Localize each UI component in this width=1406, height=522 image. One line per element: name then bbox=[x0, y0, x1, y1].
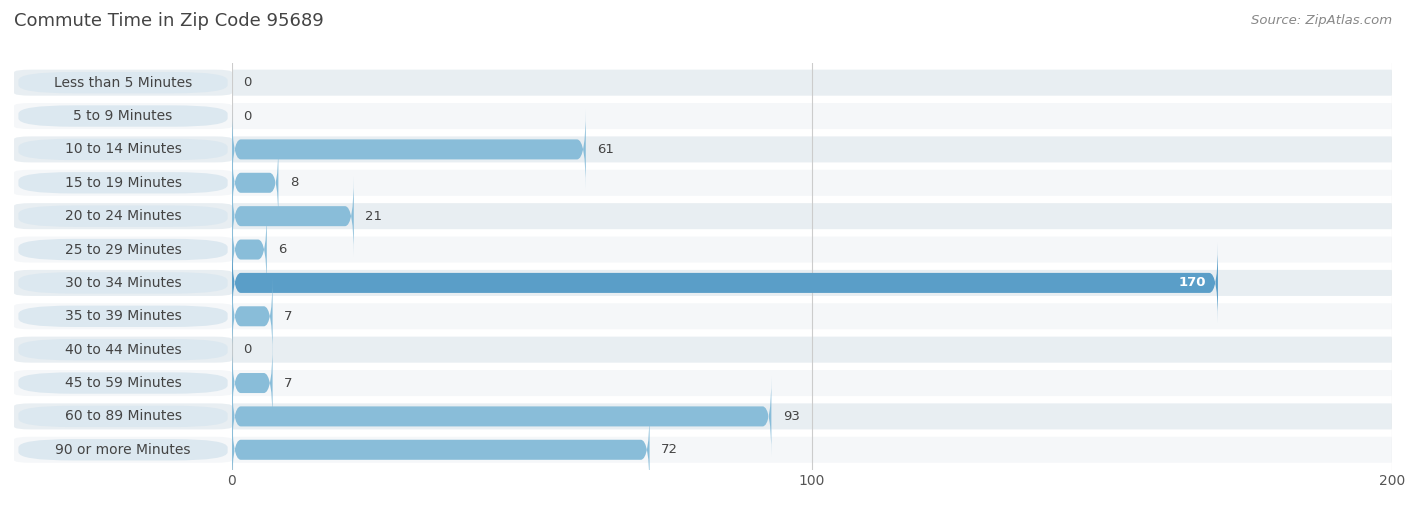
Text: 30 to 34 Minutes: 30 to 34 Minutes bbox=[65, 276, 181, 290]
Text: Source: ZipAtlas.com: Source: ZipAtlas.com bbox=[1251, 15, 1392, 27]
FancyBboxPatch shape bbox=[232, 276, 273, 357]
Text: 10 to 14 Minutes: 10 to 14 Minutes bbox=[65, 143, 181, 157]
Text: 6: 6 bbox=[278, 243, 287, 256]
FancyBboxPatch shape bbox=[14, 236, 232, 263]
Text: 90 or more Minutes: 90 or more Minutes bbox=[55, 443, 191, 457]
FancyBboxPatch shape bbox=[232, 136, 1392, 162]
FancyBboxPatch shape bbox=[18, 206, 228, 227]
FancyBboxPatch shape bbox=[14, 103, 232, 129]
FancyBboxPatch shape bbox=[18, 305, 228, 327]
Text: 7: 7 bbox=[284, 376, 292, 389]
Text: 45 to 59 Minutes: 45 to 59 Minutes bbox=[65, 376, 181, 390]
FancyBboxPatch shape bbox=[232, 110, 586, 189]
FancyBboxPatch shape bbox=[14, 203, 232, 229]
Text: 0: 0 bbox=[243, 76, 252, 89]
FancyBboxPatch shape bbox=[14, 404, 232, 430]
FancyBboxPatch shape bbox=[18, 372, 228, 394]
FancyBboxPatch shape bbox=[14, 303, 232, 329]
FancyBboxPatch shape bbox=[14, 270, 232, 296]
Text: Commute Time in Zip Code 95689: Commute Time in Zip Code 95689 bbox=[14, 12, 323, 30]
FancyBboxPatch shape bbox=[232, 337, 1392, 363]
FancyBboxPatch shape bbox=[232, 410, 650, 490]
FancyBboxPatch shape bbox=[232, 370, 1392, 396]
Text: 170: 170 bbox=[1178, 277, 1206, 289]
Text: 25 to 29 Minutes: 25 to 29 Minutes bbox=[65, 243, 181, 256]
FancyBboxPatch shape bbox=[232, 343, 273, 423]
Text: 40 to 44 Minutes: 40 to 44 Minutes bbox=[65, 342, 181, 357]
Text: 0: 0 bbox=[243, 110, 252, 123]
FancyBboxPatch shape bbox=[232, 103, 1392, 129]
FancyBboxPatch shape bbox=[232, 270, 1392, 296]
FancyBboxPatch shape bbox=[232, 209, 267, 290]
Text: 15 to 19 Minutes: 15 to 19 Minutes bbox=[65, 176, 181, 190]
FancyBboxPatch shape bbox=[232, 143, 278, 223]
FancyBboxPatch shape bbox=[18, 339, 228, 360]
FancyBboxPatch shape bbox=[18, 105, 228, 127]
FancyBboxPatch shape bbox=[14, 136, 232, 162]
Text: 61: 61 bbox=[598, 143, 614, 156]
Text: 0: 0 bbox=[243, 343, 252, 356]
FancyBboxPatch shape bbox=[14, 170, 232, 196]
Text: 93: 93 bbox=[783, 410, 800, 423]
FancyBboxPatch shape bbox=[18, 172, 228, 194]
FancyBboxPatch shape bbox=[232, 170, 1392, 196]
FancyBboxPatch shape bbox=[232, 176, 354, 256]
Text: 8: 8 bbox=[290, 176, 298, 189]
FancyBboxPatch shape bbox=[232, 404, 1392, 430]
Text: Less than 5 Minutes: Less than 5 Minutes bbox=[53, 76, 193, 90]
FancyBboxPatch shape bbox=[232, 69, 1392, 96]
FancyBboxPatch shape bbox=[18, 139, 228, 160]
FancyBboxPatch shape bbox=[14, 437, 232, 463]
Text: 72: 72 bbox=[661, 443, 678, 456]
FancyBboxPatch shape bbox=[232, 376, 772, 456]
Text: 5 to 9 Minutes: 5 to 9 Minutes bbox=[73, 109, 173, 123]
FancyBboxPatch shape bbox=[232, 437, 1392, 463]
Text: 35 to 39 Minutes: 35 to 39 Minutes bbox=[65, 309, 181, 323]
FancyBboxPatch shape bbox=[232, 236, 1392, 263]
FancyBboxPatch shape bbox=[18, 239, 228, 260]
FancyBboxPatch shape bbox=[18, 439, 228, 460]
FancyBboxPatch shape bbox=[14, 370, 232, 396]
Text: 21: 21 bbox=[366, 210, 382, 223]
Text: 20 to 24 Minutes: 20 to 24 Minutes bbox=[65, 209, 181, 223]
FancyBboxPatch shape bbox=[232, 203, 1392, 229]
FancyBboxPatch shape bbox=[14, 337, 232, 363]
Text: 60 to 89 Minutes: 60 to 89 Minutes bbox=[65, 409, 181, 423]
FancyBboxPatch shape bbox=[18, 72, 228, 93]
FancyBboxPatch shape bbox=[232, 303, 1392, 329]
Text: 7: 7 bbox=[284, 310, 292, 323]
FancyBboxPatch shape bbox=[232, 243, 1218, 323]
FancyBboxPatch shape bbox=[18, 406, 228, 427]
FancyBboxPatch shape bbox=[14, 69, 232, 96]
FancyBboxPatch shape bbox=[18, 272, 228, 293]
